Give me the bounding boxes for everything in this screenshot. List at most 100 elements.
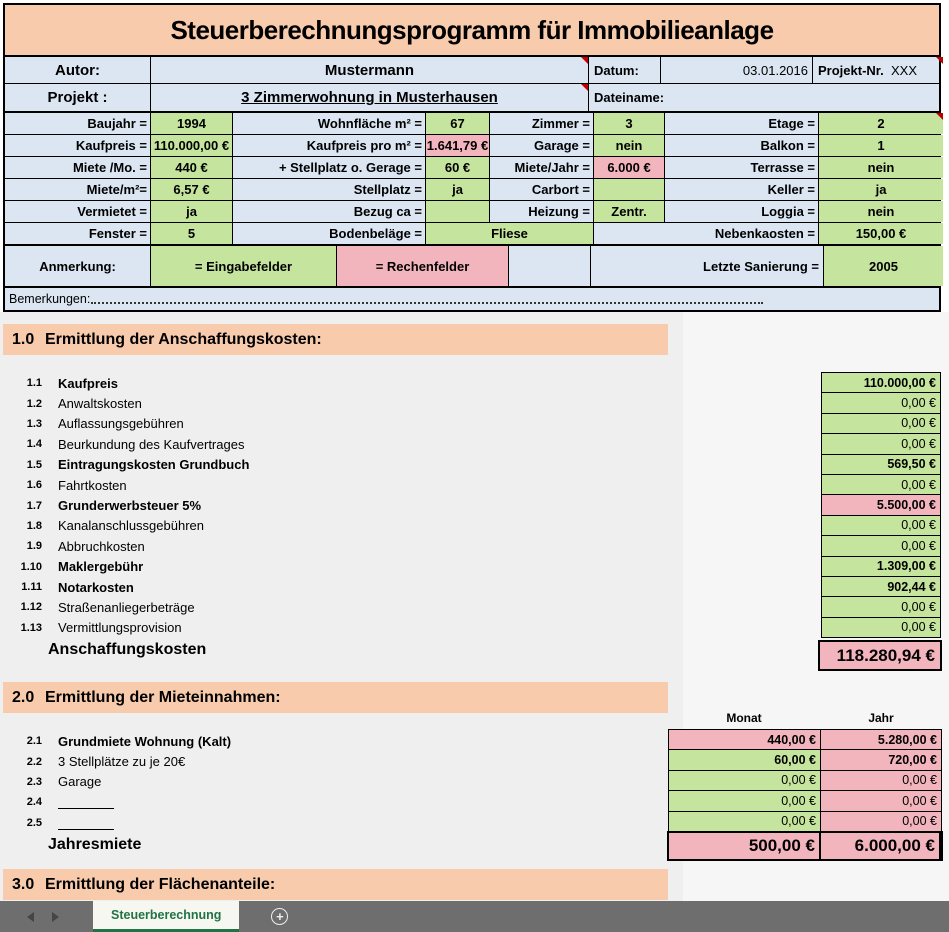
rent-value-monat[interactable]: 60,00 € — [669, 750, 821, 770]
grid-value[interactable]: 110.000,00 € — [151, 135, 233, 156]
sanierung-value[interactable]: 2005 — [824, 246, 943, 286]
grid-value[interactable] — [594, 179, 665, 200]
cost-item-list: 1.1 Kaufpreis 1.2 Anwaltskosten 1.3 Auflassun… — [12, 373, 250, 638]
grid-value[interactable]: 5 — [151, 223, 233, 244]
item-label: Notarkosten — [58, 579, 134, 595]
item-label: Beurkundung des Kaufvertrages — [58, 436, 245, 452]
grid-value[interactable]: 2 — [819, 113, 943, 134]
rent-value-monat[interactable]: 440,00 € — [669, 730, 821, 750]
grid-label: Miete/Jahr = — [490, 157, 594, 178]
rent-item: 2.2 3 Stellplätze zu je 20€ — [12, 751, 231, 771]
grid-label: Kaufpreis = — [5, 135, 151, 156]
anschaffungskosten-label: Anschaffungskosten — [48, 641, 207, 658]
cost-value[interactable]: 5.500,00 € — [822, 495, 940, 516]
add-sheet-button[interactable]: + — [271, 908, 289, 925]
rent-value-jahr[interactable]: 0,00 € — [821, 791, 941, 811]
dateiname-label[interactable]: Dateiname: — [594, 90, 665, 105]
cost-value[interactable]: 1.309,00 € — [822, 556, 940, 577]
bemerkungen-row[interactable]: Bemerkungen: — [5, 288, 939, 310]
grid-value[interactable]: 6.000 € — [594, 157, 665, 178]
grid-value[interactable]: 1.641,79 € — [426, 135, 490, 156]
cost-value[interactable]: 0,00 € — [822, 393, 940, 414]
cost-value[interactable]: 0,00 € — [822, 536, 940, 557]
section-number: 3.0 — [12, 875, 35, 893]
cost-value[interactable]: 110.000,00 € — [822, 373, 940, 394]
item-label: Grunderwerbsteuer 5% — [58, 498, 202, 514]
sheet-tab-bar: Steuerberechnung + — [0, 901, 949, 932]
legend-input-cell: = Eingabefelder — [151, 246, 337, 286]
cost-item: 1.12 Straßenanliegerbeträge — [12, 597, 249, 617]
cost-value[interactable]: 0,00 € — [822, 413, 940, 435]
grid-value[interactable]: 150,00 € — [819, 223, 943, 244]
comment-indicator — [936, 57, 943, 64]
grid-value[interactable]: ja — [151, 201, 233, 222]
grid-label: Fenster = — [5, 223, 151, 244]
grid-value[interactable]: nein — [819, 157, 943, 178]
projektnr-cell[interactable]: Projekt-Nr. XXX — [813, 57, 943, 83]
item-label: Anwaltskosten — [58, 396, 142, 412]
jahresmiete-jahr[interactable]: 6.000,00 € — [821, 833, 941, 859]
projekt-value[interactable]: 3 Zimmerwohnung in Musterhausen — [151, 84, 589, 111]
rent-value-monat[interactable]: 0,00 € — [669, 791, 821, 811]
comment-indicator — [936, 113, 943, 120]
grid-label: Terrasse = — [665, 157, 819, 178]
section-title: Ermittlung der Mieteinnahmen: — [45, 688, 281, 706]
datum-value[interactable]: 03.01.2016 — [661, 57, 813, 83]
item-label: Garage — [58, 774, 102, 790]
sheet-nav-left-icon[interactable] — [27, 911, 34, 922]
blank-fill-line — [58, 816, 114, 830]
cost-value[interactable]: 0,00 € — [822, 434, 940, 455]
rent-value-jahr[interactable]: 0,00 € — [821, 811, 941, 831]
jahresmiete-monat[interactable]: 500,00 € — [669, 833, 821, 859]
cost-value[interactable]: 902,44 € — [822, 576, 940, 598]
anschaffungskosten-total[interactable]: 118.280,94 € — [818, 640, 942, 671]
item-label: Auflassungsgebühren — [58, 416, 184, 432]
item-number: 1.12 — [20, 601, 42, 614]
cost-value[interactable]: 0,00 € — [822, 617, 940, 639]
legend-spacer — [509, 246, 591, 286]
property-grid-row: Miete /Mo. = 440 € + Stellplatz o. Gerage … — [5, 157, 943, 179]
item-number: 2.1 — [26, 735, 42, 748]
item-label: Abbruchkosten — [58, 538, 145, 554]
cost-value[interactable]: 0,00 € — [822, 474, 940, 496]
jahr-column-header: Jahr — [868, 711, 894, 725]
item-number: 1.4 — [26, 438, 42, 451]
cost-item: 1.13 Vermittlungsprovision — [12, 618, 249, 638]
grid-value[interactable]: 60 € — [426, 157, 490, 178]
sheet-tab-steuerberechnung[interactable]: Steuerberechnung — [93, 901, 240, 932]
grid-value[interactable]: nein — [819, 201, 943, 222]
rent-value-monat[interactable]: 0,00 € — [669, 811, 821, 831]
rent-value-jahr[interactable]: 720,00 € — [821, 750, 941, 770]
grid-label: Stellplatz = — [233, 179, 426, 200]
grid-value[interactable]: ja — [819, 179, 943, 200]
rent-item: 2.5 — [12, 813, 231, 833]
grid-value[interactable]: 440 € — [151, 157, 233, 178]
item-number: 1.10 — [20, 560, 42, 573]
grid-value[interactable]: Fliese — [426, 223, 594, 244]
rent-value-monat[interactable]: 0,00 € — [669, 770, 821, 791]
grid-value[interactable]: 3 — [594, 113, 665, 134]
grid-value[interactable]: 1 — [819, 135, 943, 156]
rent-value-jahr[interactable]: 5.280,00 € — [821, 730, 941, 750]
autor-value[interactable]: Mustermann — [151, 57, 589, 83]
grid-value[interactable]: Zentr. — [594, 201, 665, 222]
grid-value[interactable]: ja — [426, 179, 490, 200]
property-grid-row: Fenster = 5 Bodenbeläge = Fliese Nebenkaoste… — [5, 223, 943, 246]
cost-value[interactable]: 0,00 € — [822, 597, 940, 618]
grid-value[interactable]: 1994 — [151, 113, 233, 134]
grid-label: Heizung = — [490, 201, 594, 222]
cost-value[interactable]: 569,50 € — [822, 454, 940, 475]
item-label: Grundmiete Wohnung (Kalt) — [58, 733, 232, 749]
rent-item-list: 2.1 Grundmiete Wohnung (Kalt) 2.2 3 Stellpl… — [12, 731, 231, 833]
cost-value[interactable]: 0,00 € — [822, 515, 940, 537]
property-grid-row: Baujahr = 1994 Wohnfläche m² = 67 Zimmer = 3 E… — [5, 113, 943, 135]
grid-value[interactable] — [426, 201, 490, 222]
grid-value[interactable]: 6,57 € — [151, 179, 233, 200]
cost-item: 1.11 Notarkosten — [12, 577, 249, 597]
rent-value-jahr[interactable]: 0,00 € — [821, 770, 941, 791]
grid-value[interactable]: 67 — [426, 113, 490, 134]
plus-icon: + — [276, 909, 284, 924]
comment-indicator — [581, 57, 588, 64]
grid-value[interactable]: nein — [594, 135, 665, 156]
sheet-nav-right-icon[interactable] — [52, 911, 59, 922]
